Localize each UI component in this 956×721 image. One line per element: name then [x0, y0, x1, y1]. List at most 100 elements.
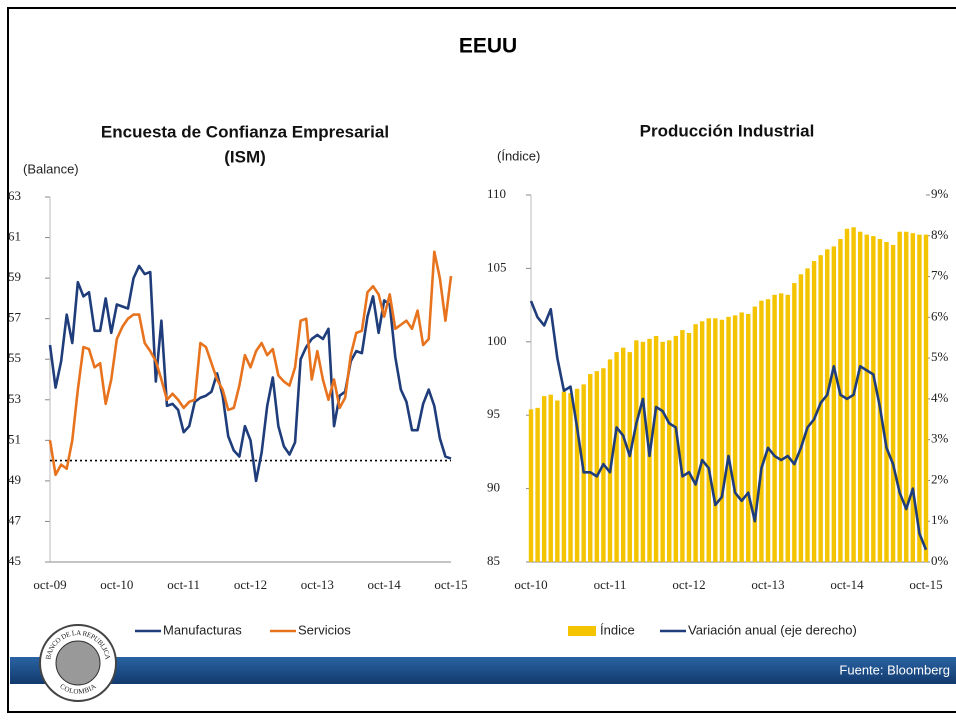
chart-title: Producción Industrial — [640, 121, 815, 140]
y2-tick-label: 0% — [931, 553, 949, 568]
slide-frame — [7, 7, 956, 713]
y2-tick-label: 6% — [931, 308, 949, 323]
logo: BANCO DE LA REPUBLICA COLOMBIA — [39, 624, 117, 702]
x-tick-label: oct-15 — [434, 577, 467, 592]
bar — [838, 239, 843, 563]
bar — [660, 341, 665, 562]
legend-label: Manufacturas — [163, 622, 242, 637]
bar — [910, 233, 916, 562]
x-tick-label: oct-13 — [751, 577, 784, 592]
bar — [634, 340, 639, 562]
y-tick-label: 57 — [8, 310, 22, 325]
x-tick-label: oct-11 — [594, 577, 627, 592]
y-tick-label: 51 — [8, 431, 21, 446]
y-tick-label: 85 — [487, 553, 500, 568]
x-tick-label: oct-11 — [167, 577, 200, 592]
bar — [686, 332, 692, 562]
bar — [792, 283, 797, 562]
bar — [620, 347, 626, 562]
y-tick-label: 63 — [8, 188, 21, 203]
logo-face — [55, 640, 101, 686]
bar — [746, 313, 751, 562]
y2-tick-label: 4% — [931, 390, 949, 405]
bar — [857, 231, 863, 562]
bar — [844, 228, 850, 563]
y-tick-label: 100 — [487, 333, 507, 348]
bar — [765, 299, 771, 562]
bar — [574, 388, 580, 562]
slide-title: EEUU — [459, 35, 517, 58]
bar — [818, 255, 823, 563]
y2-tick-label: 2% — [931, 471, 949, 486]
legend-swatch — [568, 626, 596, 636]
bar — [528, 409, 534, 562]
bar — [917, 234, 922, 563]
bar — [897, 231, 902, 562]
source: Fuente: Bloomberg — [839, 662, 950, 677]
bar — [693, 324, 698, 562]
bar — [594, 371, 600, 562]
y-tick-label: 105 — [487, 259, 507, 274]
line-series — [529, 300, 928, 551]
footer-band — [10, 657, 956, 684]
logo-text-bottom: COLOMBIA — [59, 682, 98, 696]
bar — [614, 352, 619, 562]
y-tick-label: 55 — [8, 350, 21, 365]
x-tick-label: oct-12 — [234, 577, 267, 592]
x-tick-label: oct-09 — [33, 577, 66, 592]
bar — [904, 231, 909, 562]
bar — [785, 294, 790, 562]
bar — [713, 318, 718, 562]
y-tick-label: 90 — [487, 480, 500, 495]
y-axis-label: (Balance) — [23, 161, 79, 176]
y2-tick-label: 5% — [931, 349, 949, 364]
chart-title: Encuesta de Confianza Empresarial — [101, 122, 389, 141]
line-series — [48, 264, 452, 483]
bar — [739, 312, 744, 562]
y-tick-label: 59 — [8, 269, 21, 284]
x-tick-label: oct-10 — [514, 577, 547, 592]
legend-label: Variación anual (eje derecho) — [688, 622, 857, 637]
bar — [607, 359, 613, 562]
x-tick-label: oct-13 — [301, 577, 334, 592]
chart-title: (ISM) — [224, 147, 266, 166]
bar — [884, 241, 889, 562]
bar — [588, 374, 593, 562]
y2-tick-label: 7% — [931, 268, 949, 283]
bar — [798, 274, 804, 562]
bar — [732, 315, 738, 562]
y-tick-label: 95 — [487, 406, 500, 421]
y-tick-label: 45 — [8, 553, 21, 568]
x-tick-label: oct-14 — [368, 577, 402, 592]
bar — [568, 393, 573, 562]
x-tick-label: oct-10 — [100, 577, 133, 592]
bar — [831, 246, 837, 562]
bar — [825, 249, 830, 563]
x-tick-label: oct-15 — [909, 577, 942, 592]
bar — [548, 394, 553, 562]
bar — [706, 318, 711, 562]
y-tick-label: 61 — [8, 229, 21, 244]
y-tick-label: 49 — [8, 472, 21, 487]
bar — [726, 316, 731, 562]
y2-tick-label: 8% — [931, 227, 949, 242]
bar — [699, 321, 705, 562]
bar — [811, 261, 817, 562]
y-tick-label: 110 — [487, 186, 506, 201]
bar — [759, 300, 764, 562]
bar — [561, 391, 567, 562]
bar — [541, 396, 547, 562]
x-tick-label: oct-14 — [830, 577, 864, 592]
legend-label: Servicios — [298, 622, 351, 637]
line-series — [48, 250, 453, 477]
bar — [719, 319, 725, 562]
bar — [805, 268, 810, 562]
bar — [640, 341, 646, 562]
y-tick-label: 53 — [8, 391, 21, 406]
bar — [680, 330, 685, 562]
bar — [778, 293, 784, 562]
bar — [864, 234, 869, 563]
bar — [535, 407, 540, 562]
bar — [555, 400, 560, 562]
